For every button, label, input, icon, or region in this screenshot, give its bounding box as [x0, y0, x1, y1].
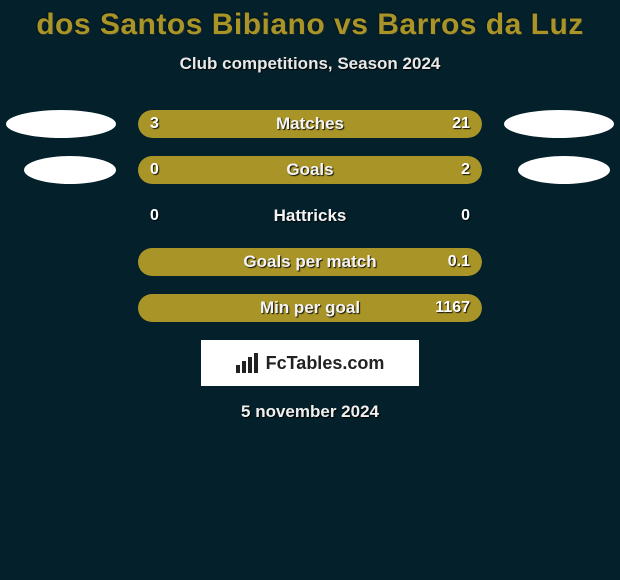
player-left-marker: [24, 156, 116, 184]
stat-label: Goals per match: [138, 248, 482, 276]
bar-track: Goals per match: [138, 248, 482, 276]
stat-label: Min per goal: [138, 294, 482, 322]
stat-row: Matches3 21: [0, 110, 620, 138]
bar-track: Goals: [138, 156, 482, 184]
stat-value-right: 0: [461, 202, 470, 230]
player-right-marker: [518, 156, 610, 184]
logo-text: FcTables.com: [266, 353, 385, 374]
date-text: 5 november 2024: [0, 402, 620, 422]
bar-track: Hattricks: [138, 202, 482, 230]
stat-value-left: 0: [150, 156, 159, 184]
player-right-marker: [504, 110, 614, 138]
stat-value-left: 3: [150, 110, 159, 138]
stat-value-right: 0.1: [448, 248, 470, 276]
stat-row: Hattricks0 0: [0, 202, 620, 230]
stat-label: Hattricks: [138, 202, 482, 230]
stat-value-left: 0: [150, 202, 159, 230]
stat-value-right: 21: [452, 110, 470, 138]
page-title: dos Santos Bibiano vs Barros da Luz: [0, 0, 620, 42]
stat-row: Goals per match0.1: [0, 248, 620, 276]
bar-track: Min per goal: [138, 294, 482, 322]
stat-label: Matches: [138, 110, 482, 138]
stat-row: Min per goal1167: [0, 294, 620, 322]
player-left-marker: [6, 110, 116, 138]
comparison-chart: Matches321Goals02Hattricks00Goals per ma…: [0, 110, 620, 322]
logo-box: FcTables.com: [201, 340, 419, 386]
stat-row: Goals0 2: [0, 156, 620, 184]
stat-label: Goals: [138, 156, 482, 184]
stat-value-right: 2: [461, 156, 470, 184]
bars-icon: [236, 353, 260, 373]
page-subtitle: Club competitions, Season 2024: [0, 54, 620, 74]
stat-value-right: 1167: [435, 294, 470, 322]
bar-track: Matches: [138, 110, 482, 138]
